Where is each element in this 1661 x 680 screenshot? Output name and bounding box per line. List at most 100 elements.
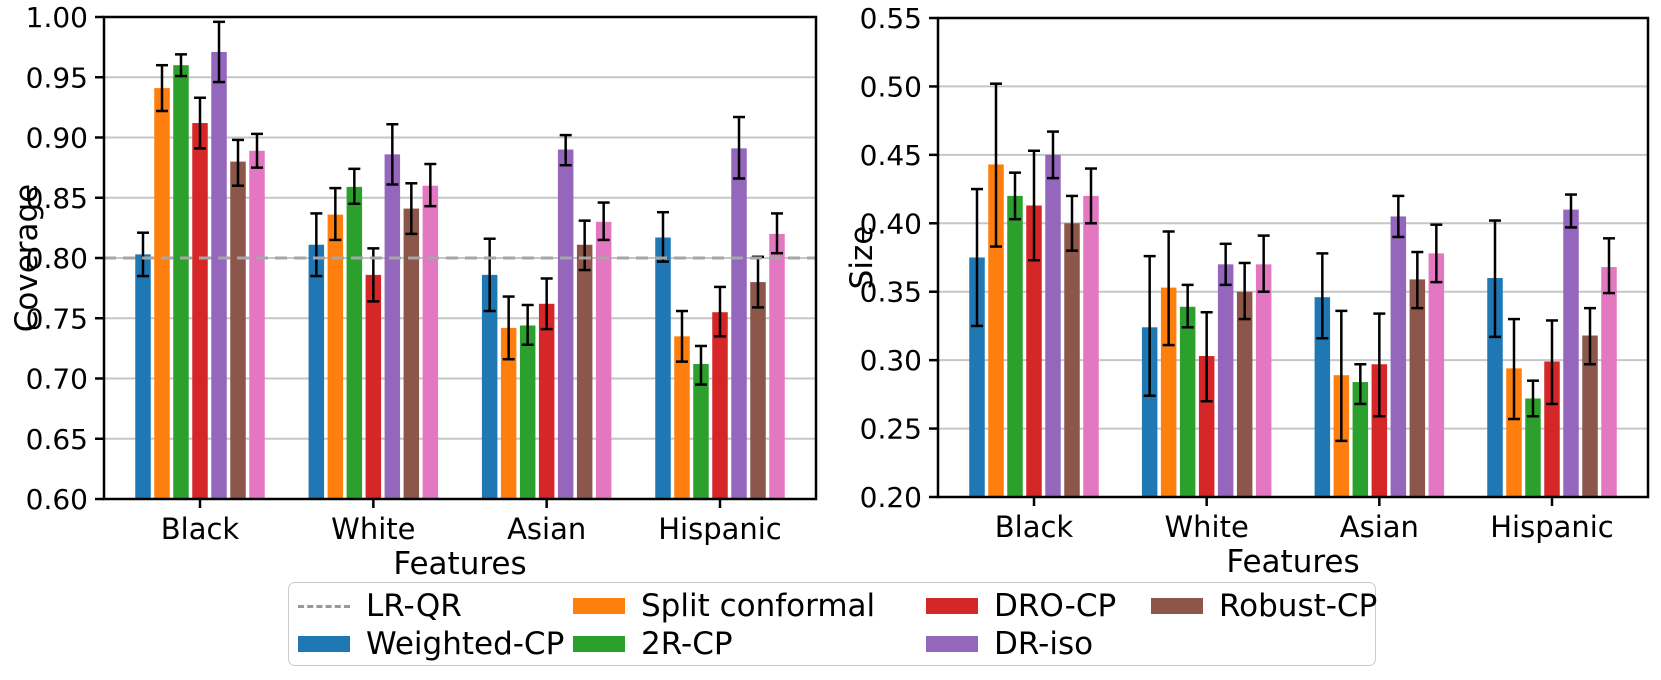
bar-Robust-CP-White [1236, 291, 1253, 497]
y-tick-label: 0.85 [26, 182, 88, 215]
error-bar [405, 182, 418, 236]
error-bar [559, 133, 572, 167]
error-bar [329, 186, 342, 242]
bar-Robust-CP-Black [1064, 223, 1080, 498]
y-tick-label: 0.55 [860, 2, 922, 35]
bar-2R-CP-White [346, 186, 363, 499]
color-swatch [1151, 598, 1203, 614]
color-swatch [573, 598, 625, 614]
bar-2R-CP-Hispanic [693, 364, 709, 499]
error-bar [540, 277, 553, 331]
bar-DR-iso-Black [1045, 154, 1061, 497]
coverage-chart: 0.60 0.65 0.70 0.75 0.80 0.85 0.90 0.95 1.00 Blac… [9, 1, 818, 580]
legend-item-2r-cp: 2R-CP [573, 626, 733, 662]
y-tick-label: 0.80 [26, 242, 88, 275]
error-bar [1603, 237, 1615, 295]
error-bar [1143, 254, 1156, 397]
y-axis-label: Size [844, 226, 880, 290]
error-bar [1546, 319, 1558, 406]
bar-2R-CP-Asian [519, 325, 536, 499]
legend-label: Split conformal [641, 588, 876, 624]
bar-DR-iso-White [384, 154, 401, 499]
error-bar [348, 167, 361, 206]
y-tick-label: 0.90 [26, 122, 88, 155]
bar-series6-Asian [1428, 253, 1445, 497]
x-tick-label-Hispanic: Hispanic [658, 512, 782, 546]
error-bar [695, 344, 707, 386]
error-bar [1527, 379, 1539, 418]
error-bar [483, 237, 496, 313]
y-tick-label: 0.50 [860, 70, 922, 103]
error-bar [251, 132, 263, 169]
error-bar [657, 210, 669, 263]
bar-DR-iso-Asian [557, 149, 574, 500]
legend-label: Weighted-CP [366, 626, 565, 662]
bar-DR-iso-Hispanic [731, 148, 747, 499]
legend-item-lr-qr: LR-QR [298, 591, 462, 622]
error-bar [137, 231, 149, 278]
error-bar [310, 212, 323, 278]
bar-Split conformal-White [1160, 287, 1177, 497]
legend-item-robust-cp: Robust-CP [1151, 588, 1378, 624]
bar-Weighted-CP-Black [969, 257, 985, 497]
bar-DRO-CP-Asian [538, 303, 555, 499]
x-tick-label-Asian: Asian [1340, 510, 1419, 544]
x-tick-label-Hispanic: Hispanic [1490, 510, 1614, 544]
y-axis-label: Coverage [9, 184, 45, 333]
error-bar [1565, 193, 1577, 229]
color-swatch [298, 636, 350, 652]
legend-label: Robust-CP [1219, 588, 1378, 624]
bar-2R-CP-Hispanic [1525, 398, 1541, 497]
bar-DRO-CP-White [1198, 356, 1215, 497]
bar-2R-CP-Black [1007, 195, 1023, 497]
bar-Weighted-CP-Asian [481, 274, 498, 499]
bar-2R-CP-White [1179, 306, 1196, 497]
error-bar [1162, 230, 1175, 347]
error-bar [1028, 149, 1040, 262]
error-bar [1066, 194, 1078, 252]
color-swatch [926, 636, 978, 652]
bar-Robust-CP-White [403, 208, 420, 499]
y-tick-label: 0.60 [26, 483, 88, 516]
bar-Robust-CP-Hispanic [1582, 335, 1598, 497]
bar-DRO-CP-Black [192, 123, 208, 499]
error-bar [1200, 310, 1213, 403]
y-tick-label: 0.40 [860, 207, 922, 240]
error-bar [714, 285, 726, 338]
plot-border [936, 16, 1650, 499]
error-bar [771, 212, 783, 255]
error-bar [578, 219, 591, 272]
x-axis-label: Features [1226, 544, 1359, 580]
legend-box: LR-QR Weighted-CP Split conformal 2R-CP … [288, 582, 1378, 666]
x-tick-label-White: White [1165, 510, 1249, 544]
error-bar [175, 53, 187, 78]
error-bar [386, 122, 399, 186]
x-tick-label-Black: Black [161, 512, 240, 546]
x-tick-label-Asian: Asian [507, 512, 586, 546]
error-bar [676, 309, 688, 363]
bar-DRO-CP-Black [1026, 205, 1042, 497]
bar-series6-Hispanic [1601, 267, 1617, 497]
legend-label: DRO-CP [994, 588, 1117, 624]
legend-item-dro-cp: DRO-CP [926, 588, 1117, 624]
bar-charts-svg: 0.60 0.65 0.70 0.75 0.80 0.85 0.90 0.95 1.00 Blac… [9, 1, 1650, 580]
error-bar [1508, 317, 1520, 421]
legend-label: 2R-CP [641, 626, 733, 662]
error-bar [1009, 171, 1021, 221]
error-bar [156, 63, 168, 113]
bar-DR-iso-Black [211, 51, 227, 499]
y-tick-label: 0.35 [860, 276, 922, 309]
error-bar [597, 201, 610, 242]
error-bar [424, 162, 437, 208]
legend-item-weighted-cp: Weighted-CP [298, 626, 565, 662]
error-bar [502, 295, 515, 361]
bar-Split conformal-Black [154, 88, 170, 499]
bar-series6-Asian [595, 221, 612, 499]
error-bar [1489, 219, 1501, 339]
bar-DRO-CP-Asian [1371, 364, 1388, 497]
bar-series6-Black [1083, 195, 1099, 497]
bar-Weighted-CP-Black [135, 254, 151, 499]
bar-series6-White [1255, 264, 1272, 497]
y-tick-label: 0.65 [26, 423, 88, 456]
bar-Split conformal-White [327, 214, 344, 499]
